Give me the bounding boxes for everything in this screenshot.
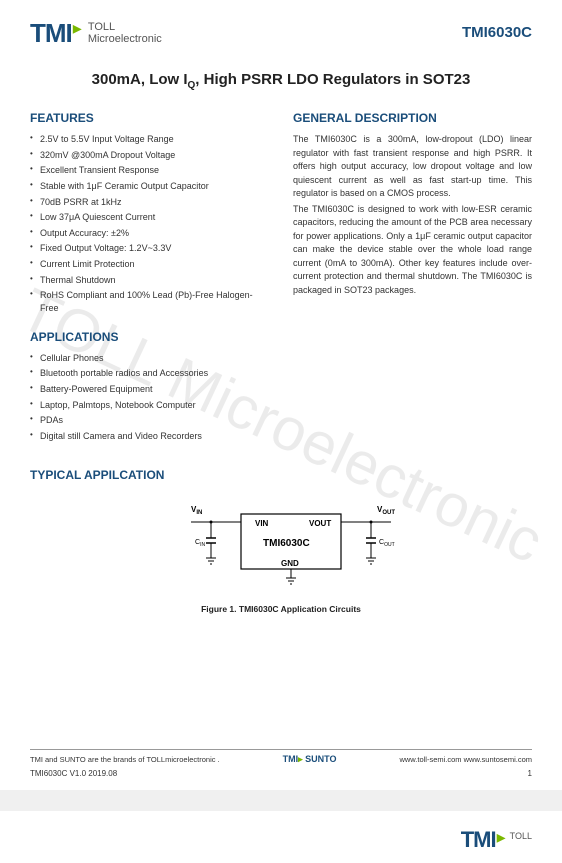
page-title: 300mA, Low IQ, High PSRR LDO Regulators … (30, 71, 532, 91)
applications-title: APPLICATIONS (30, 330, 269, 344)
svg-text:VOUT: VOUT (377, 505, 395, 516)
application-item: Bluetooth portable radios and Accessorie… (30, 367, 269, 379)
title-pre: 300mA, Low I (92, 71, 188, 88)
footer-brand-logo: TMI▸ SUNTO (283, 754, 337, 765)
peek-logo-main: TMI (461, 827, 496, 853)
logo-sub2: Microelectronic (88, 33, 162, 45)
logo-block: TMI ▸ TOLL Microelectronic (30, 18, 162, 49)
chip-label: TMI6030C (263, 538, 310, 549)
application-item: Laptop, Palmtops, Notebook Computer (30, 399, 269, 411)
typical-application-title: TYPICAL APPILCATION (30, 468, 532, 482)
feature-item: Excellent Transient Response (30, 164, 269, 176)
svg-text:CIN: CIN (195, 539, 205, 548)
feature-item: RoHS Compliant and 100% Lead (Pb)-Free H… (30, 289, 269, 313)
feature-item: 320mV @300mA Dropout Voltage (30, 149, 269, 161)
pin-vin-label: VIN (255, 519, 269, 528)
description-para-1: The TMI6030C is a 300mA, low-dropout (LD… (293, 133, 532, 201)
logo-accent-icon: ▸ (73, 18, 82, 39)
svg-text:COUT: COUT (379, 539, 395, 548)
logo-sub1: TOLL (88, 21, 162, 33)
features-column: FEATURES 2.5V to 5.5V Input Voltage Rang… (30, 111, 269, 446)
application-item: PDAs (30, 414, 269, 426)
footer-brand-tmi: TMI (283, 754, 299, 764)
description-para-2: The TMI6030C is designed to work with lo… (293, 203, 532, 298)
applications-list: Cellular Phones Bluetooth portable radios… (30, 352, 269, 442)
description-column: GENERAL DESCRIPTION The TMI6030C is a 30… (293, 111, 532, 446)
footer-brands-text: TMI and SUNTO are the brands of TOLLmicr… (30, 755, 220, 764)
pin-gnd-label: GND (281, 559, 299, 568)
logo-subtext: TOLL Microelectronic (88, 21, 162, 45)
features-list: 2.5V to 5.5V Input Voltage Range 320mV @3… (30, 133, 269, 314)
feature-item: Output Accuracy: ±2% (30, 227, 269, 239)
application-item: Battery-Powered Equipment (30, 383, 269, 395)
feature-item: Thermal Shutdown (30, 274, 269, 286)
logo-main: TMI (30, 18, 72, 49)
application-item: Digital still Camera and Video Recorders (30, 430, 269, 442)
feature-item: Stable with 1μF Ceramic Output Capacitor (30, 180, 269, 192)
peek-logo: TMI ▸ TOLL (461, 827, 532, 853)
part-number: TMI6030C (462, 24, 532, 41)
feature-item: Current Limit Protection (30, 258, 269, 270)
next-page-peek: TMI ▸ TOLL (0, 803, 562, 863)
svg-text:VIN: VIN (191, 505, 202, 516)
application-item: Cellular Phones (30, 352, 269, 364)
page-header: TMI ▸ TOLL Microelectronic TMI6030C (30, 18, 532, 49)
description-title: GENERAL DESCRIPTION (293, 111, 532, 125)
page-footer: TMI and SUNTO are the brands of TOLLmicr… (30, 749, 532, 778)
footer-page-number: 1 (528, 769, 532, 778)
feature-item: 70dB PSRR at 1kHz (30, 196, 269, 208)
peek-logo-sub: TOLL (510, 831, 532, 841)
footer-urls: www.toll-semi.com www.suntosemi.com (399, 755, 532, 764)
peek-logo-accent-icon: ▸ (497, 827, 506, 848)
title-post: , High PSRR LDO Regulators in SOT23 (195, 71, 470, 88)
footer-version: TMI6030C V1.0 2019.08 (30, 769, 117, 778)
pin-vout-label: VOUT (309, 519, 331, 528)
feature-item: Fixed Output Voltage: 1.2V~3.3V (30, 242, 269, 254)
figure-caption: Figure 1. TMI6030C Application Circuits (30, 604, 532, 614)
feature-item: 2.5V to 5.5V Input Voltage Range (30, 133, 269, 145)
footer-brand-sunto: SUNTO (305, 754, 336, 764)
features-title: FEATURES (30, 111, 269, 125)
feature-item: Low 37μA Quiescent Current (30, 211, 269, 223)
circuit-diagram: VIN VOUT TMI6030C GND VIN CIN (131, 496, 431, 596)
